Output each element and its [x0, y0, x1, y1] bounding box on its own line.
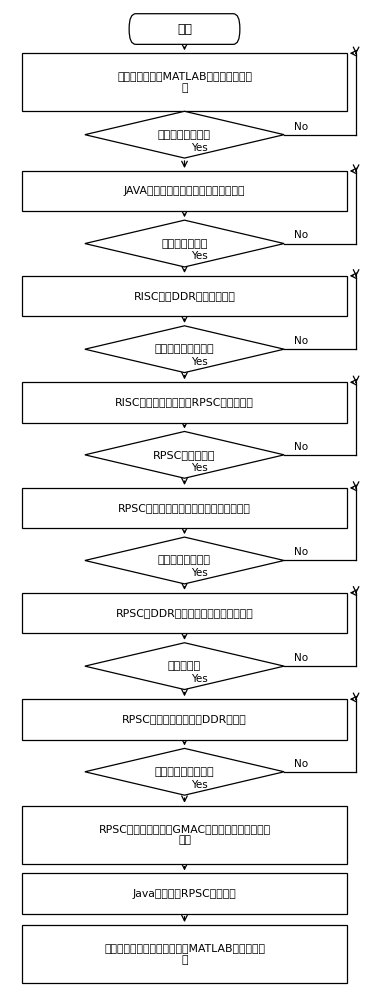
Text: RPSC将运算结果通过GMAC网口传送回上位机软件
平台: RPSC将运算结果通过GMAC网口传送回上位机软件 平台 — [99, 824, 270, 845]
Text: No: No — [294, 442, 308, 452]
Text: Yes: Yes — [191, 143, 208, 153]
Bar — [22, 171, 347, 211]
Bar — [22, 593, 347, 633]
Text: No: No — [294, 230, 308, 240]
Bar — [22, 699, 347, 740]
Text: 开始: 开始 — [177, 23, 192, 36]
Text: No: No — [294, 336, 308, 346]
Text: RPSC配置成功？: RPSC配置成功？ — [153, 450, 216, 460]
Bar — [22, 382, 347, 423]
Text: 配置信息读取成功？: 配置信息读取成功？ — [155, 344, 214, 354]
Text: RPSC将运算结果发送至DDR存储器: RPSC将运算结果发送至DDR存储器 — [122, 714, 247, 724]
Text: 运算结束？: 运算结束？ — [168, 661, 201, 671]
Polygon shape — [85, 326, 284, 373]
Polygon shape — [85, 431, 284, 478]
Polygon shape — [85, 220, 284, 267]
Text: Yes: Yes — [191, 463, 208, 473]
Text: Yes: Yes — [191, 251, 208, 261]
Text: Java平台接收RPSC运算结果: Java平台接收RPSC运算结果 — [132, 889, 237, 899]
Bar — [22, 488, 347, 528]
Text: Yes: Yes — [191, 568, 208, 578]
Bar — [22, 53, 347, 111]
Polygon shape — [85, 111, 284, 158]
Polygon shape — [85, 643, 284, 690]
Text: No: No — [294, 759, 308, 769]
Text: 流水线配置完成？: 流水线配置完成？ — [158, 555, 211, 565]
Text: No: No — [294, 653, 308, 663]
Text: RPSC读取配置信息，配置内部算法加速器: RPSC读取配置信息，配置内部算法加速器 — [118, 503, 251, 513]
Text: JAVA平台发送源数据、参数和配置信息: JAVA平台发送源数据、参数和配置信息 — [124, 186, 245, 196]
Text: 源数据生成完成？: 源数据生成完成？ — [158, 130, 211, 140]
Polygon shape — [85, 537, 284, 584]
FancyBboxPatch shape — [129, 14, 240, 44]
Text: Yes: Yes — [191, 780, 208, 790]
Text: No: No — [294, 122, 308, 132]
Text: RPSC从DDR中读取运算数据，开始运算: RPSC从DDR中读取运算数据，开始运算 — [115, 608, 254, 618]
Bar — [22, 276, 347, 316]
Text: 运算结果发送完成？: 运算结果发送完成？ — [155, 767, 214, 777]
Text: RISC核从DDR读取配置信息: RISC核从DDR读取配置信息 — [134, 291, 235, 301]
Bar — [22, 925, 347, 983]
Bar — [22, 806, 347, 864]
Text: 软件平台自动对比运算结果和MATLAB模型是否一
致: 软件平台自动对比运算结果和MATLAB模型是否一 致 — [104, 943, 265, 965]
Text: Yes: Yes — [191, 357, 208, 367]
Text: Yes: Yes — [191, 674, 208, 684]
Polygon shape — [85, 748, 284, 795]
Text: No: No — [294, 547, 308, 557]
Bar — [22, 873, 347, 914]
Text: 设置待验证，算MATLAB产生源数据和参
数: 设置待验证，算MATLAB产生源数据和参 数 — [117, 71, 252, 93]
Text: RISC核将配置信息写入RPSC配置寄存器: RISC核将配置信息写入RPSC配置寄存器 — [115, 397, 254, 407]
Text: 数据发送成功？: 数据发送成功？ — [161, 239, 208, 249]
